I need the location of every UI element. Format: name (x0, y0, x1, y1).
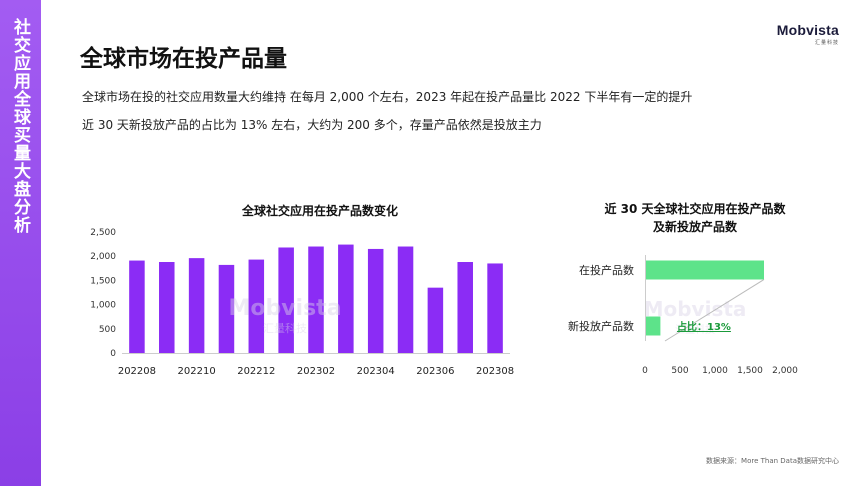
bar-202210 (188, 258, 205, 353)
bar-202208 (129, 260, 145, 353)
x-tick-label: 500 (671, 366, 688, 376)
y-tick-label: 0 (110, 349, 116, 359)
bar-202308 (487, 263, 503, 353)
watermark-sub: 汇量科技 (675, 323, 715, 336)
watermark-name: Mobvista (228, 296, 341, 321)
annotation-connector (664, 279, 765, 342)
x-tick-label: 0 (642, 366, 648, 376)
bar-202301 (278, 247, 294, 353)
logo-sub: 汇量科技 (814, 40, 839, 46)
bar-202307 (457, 262, 473, 353)
category-label: 新投放产品数 (568, 319, 634, 333)
side-band (0, 0, 41, 486)
x-tick-label: 202210 (178, 366, 216, 377)
x-tick-label: 202208 (118, 366, 156, 377)
share-annotation: 占比：13% (677, 320, 731, 333)
bar-202302 (308, 246, 324, 353)
bar-chart-title: 全球社交应用在投产品数变化 (241, 204, 398, 218)
y-tick-label: 1,000 (90, 301, 116, 311)
x-tick-label: 2,000 (772, 366, 798, 376)
description-line-2: 近 30 天新投放产品的占比为 13% 左右，大约为 200 多个，存量产品依然… (82, 118, 542, 132)
data-source: 数据来源：More Than Data数据研究中心 (706, 457, 839, 465)
y-tick-label: 1,500 (90, 276, 116, 286)
x-tick-label: 202308 (476, 366, 514, 377)
y-tick-label: 500 (99, 325, 116, 335)
mobvista-logo: Mobvista 汇量科技 (777, 22, 839, 46)
bar-202211 (218, 264, 235, 353)
x-tick-label: 202302 (297, 366, 335, 377)
page-title: 全球市场在投产品量 (80, 46, 287, 72)
x-tick-label: 1,000 (702, 366, 728, 376)
side-section-title: 社交应用全球买量大盘分析 (10, 18, 30, 234)
x-tick-label: 202306 (416, 366, 454, 377)
hbar-chart-title-line-2: 及新投放产品数 (652, 220, 737, 234)
y-tick-label: 2,000 (90, 252, 116, 262)
x-tick-label: 202212 (237, 366, 275, 377)
bar-202209 (159, 262, 175, 353)
description-line-1: 全球市场在投的社交应用数量大约维持 在每月 2,000 个左右，2023 年起在… (82, 90, 693, 104)
bar-202212 (248, 259, 265, 353)
watermark-sub: 汇量科技 (263, 321, 307, 335)
category-label: 在投产品数 (579, 263, 634, 277)
hbar-chart-title: 近 30 天全球社交应用在投产品数 及新投放产品数 (575, 200, 815, 236)
y-tick-label: 2,500 (90, 228, 116, 238)
logo-name: Mobvista (776, 22, 839, 38)
bar-202303 (338, 244, 354, 353)
hbar-1 (645, 316, 661, 336)
x-tick-label: 1,500 (737, 366, 763, 376)
x-tick-label: 202304 (357, 366, 395, 377)
hbar-0 (645, 260, 764, 280)
bar-202304 (367, 248, 384, 353)
hbar-chart-title-line-1: 近 30 天全球社交应用在投产品数 (604, 202, 786, 216)
bar-202305 (397, 246, 414, 353)
bar-202306 (427, 287, 444, 353)
